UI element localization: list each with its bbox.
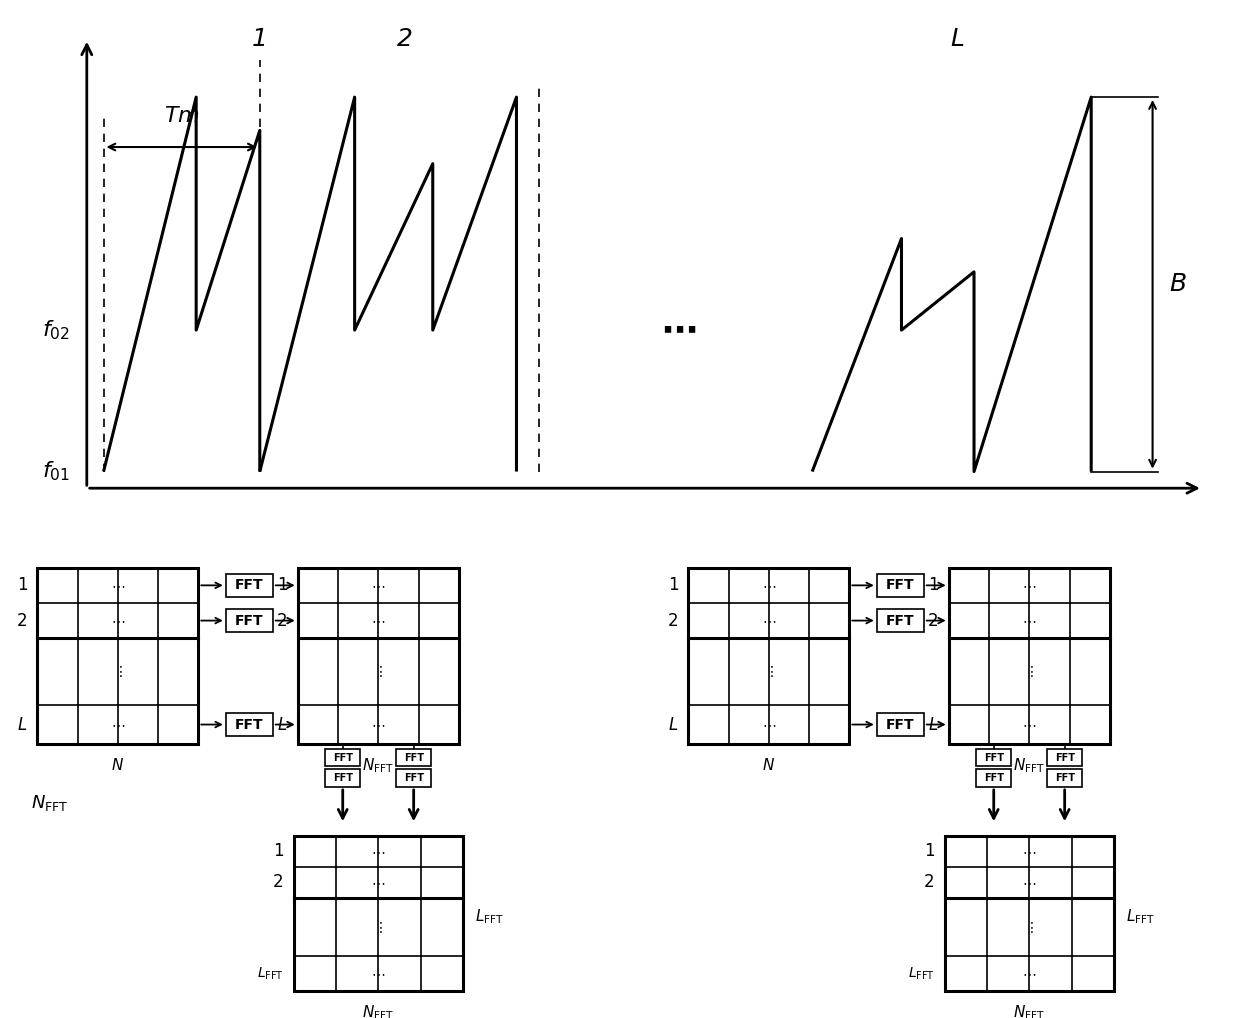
Text: $L$: $L$ [929,716,939,734]
Text: 2: 2 [273,873,284,891]
Text: FFT: FFT [885,614,915,627]
Bar [325,770,360,787]
Text: $N_{\mathrm{FFT}}$: $N_{\mathrm{FFT}}$ [31,793,68,812]
Bar [1048,770,1083,787]
Text: 1: 1 [16,576,27,595]
Text: $N$: $N$ [763,756,775,773]
Text: $N_{\mathrm{FFT}}$: $N_{\mathrm{FFT}}$ [1013,1004,1045,1018]
Text: $\cdots$: $\cdots$ [371,614,386,627]
Text: $\cdots$: $\cdots$ [1022,578,1037,592]
Text: 2: 2 [928,612,939,629]
Text: $\vdots$: $\vdots$ [764,664,774,679]
Bar [294,836,463,991]
Bar [949,568,1110,744]
Text: 2: 2 [16,612,27,629]
Text: $\vdots$: $\vdots$ [113,664,123,679]
Bar [976,770,1011,787]
Text: FFT: FFT [404,774,424,783]
Text: 2: 2 [667,612,678,629]
Bar [976,749,1011,767]
Bar [226,574,273,597]
Text: $\vdots$: $\vdots$ [373,664,383,679]
Text: $\vdots$: $\vdots$ [1024,919,1034,935]
Text: 2: 2 [924,873,935,891]
Text: $\cdots$: $\cdots$ [371,966,386,980]
Text: FFT: FFT [234,578,264,592]
Text: 1: 1 [924,842,935,860]
Text: $L$: $L$ [17,716,27,734]
Bar [37,568,198,744]
Text: FFT: FFT [1055,774,1075,783]
Text: FFT: FFT [234,614,264,627]
Text: FFT: FFT [885,578,915,592]
Text: 1: 1 [252,27,268,51]
Text: FFT: FFT [332,752,352,762]
Bar [226,610,273,632]
Text: $\cdots$: $\cdots$ [1022,966,1037,980]
Text: $\cdots$: $\cdots$ [371,578,386,592]
Bar [688,568,849,744]
Text: FFT: FFT [983,774,1003,783]
Text: FFT: FFT [885,718,915,732]
Bar [1048,749,1083,767]
Bar [397,770,432,787]
Text: $f_{01}$: $f_{01}$ [42,460,69,484]
Text: $f_{02}$: $f_{02}$ [42,319,69,342]
Text: $\cdots$: $\cdots$ [371,875,386,889]
Text: $\cdots$: $\cdots$ [761,614,776,627]
Text: 1: 1 [273,842,284,860]
Text: $L_{\mathrm{FFT}}$: $L_{\mathrm{FFT}}$ [908,965,935,981]
Text: $\cdots$: $\cdots$ [761,718,776,732]
Text: $\cdots$: $\cdots$ [371,718,386,732]
Text: $N_{\mathrm{FFT}}$: $N_{\mathrm{FFT}}$ [1013,756,1045,776]
Text: $N_{\mathrm{FFT}}$: $N_{\mathrm{FFT}}$ [362,756,394,776]
Bar [298,568,459,744]
Text: $L$: $L$ [668,716,678,734]
Text: 1: 1 [277,576,288,595]
Text: $\vdots$: $\vdots$ [373,919,383,935]
Text: $\cdots$: $\cdots$ [1022,614,1037,627]
Text: FFT: FFT [234,718,264,732]
Text: FFT: FFT [1055,752,1075,762]
Text: $\cdots$: $\cdots$ [1022,844,1037,858]
Text: $\cdots$: $\cdots$ [1022,875,1037,889]
Text: $N_{\mathrm{FFT}}$: $N_{\mathrm{FFT}}$ [362,1004,394,1018]
Bar [877,610,924,632]
Text: $\cdots$: $\cdots$ [110,614,125,627]
Text: $L_{\mathrm{FFT}}$: $L_{\mathrm{FFT}}$ [1126,907,1156,925]
Bar [397,749,432,767]
Text: $L_{\mathrm{FFT}}$: $L_{\mathrm{FFT}}$ [257,965,284,981]
Bar [325,749,360,767]
Bar [877,574,924,597]
Text: $\vdots$: $\vdots$ [1024,664,1034,679]
Text: $L_{\mathrm{FFT}}$: $L_{\mathrm{FFT}}$ [475,907,505,925]
Text: $L$: $L$ [950,27,965,51]
Bar [226,714,273,736]
Text: $B$: $B$ [1169,273,1187,296]
Text: $\cdots$: $\cdots$ [110,578,125,592]
Text: FFT: FFT [404,752,424,762]
Text: $L$: $L$ [278,716,288,734]
Text: $Tm$: $Tm$ [164,106,200,126]
Text: 1: 1 [667,576,678,595]
Text: $\cdots$: $\cdots$ [1022,718,1037,732]
Text: $\cdots$: $\cdots$ [761,578,776,592]
Text: $\cdots$: $\cdots$ [110,718,125,732]
Text: $\mathbf{\cdots}$: $\mathbf{\cdots}$ [661,314,696,347]
Bar [877,714,924,736]
Text: 2: 2 [397,27,413,51]
Text: FFT: FFT [983,752,1003,762]
Text: 2: 2 [277,612,288,629]
Bar [945,836,1114,991]
Text: 1: 1 [928,576,939,595]
Text: FFT: FFT [332,774,352,783]
Text: $\cdots$: $\cdots$ [371,844,386,858]
Text: $N$: $N$ [112,756,124,773]
